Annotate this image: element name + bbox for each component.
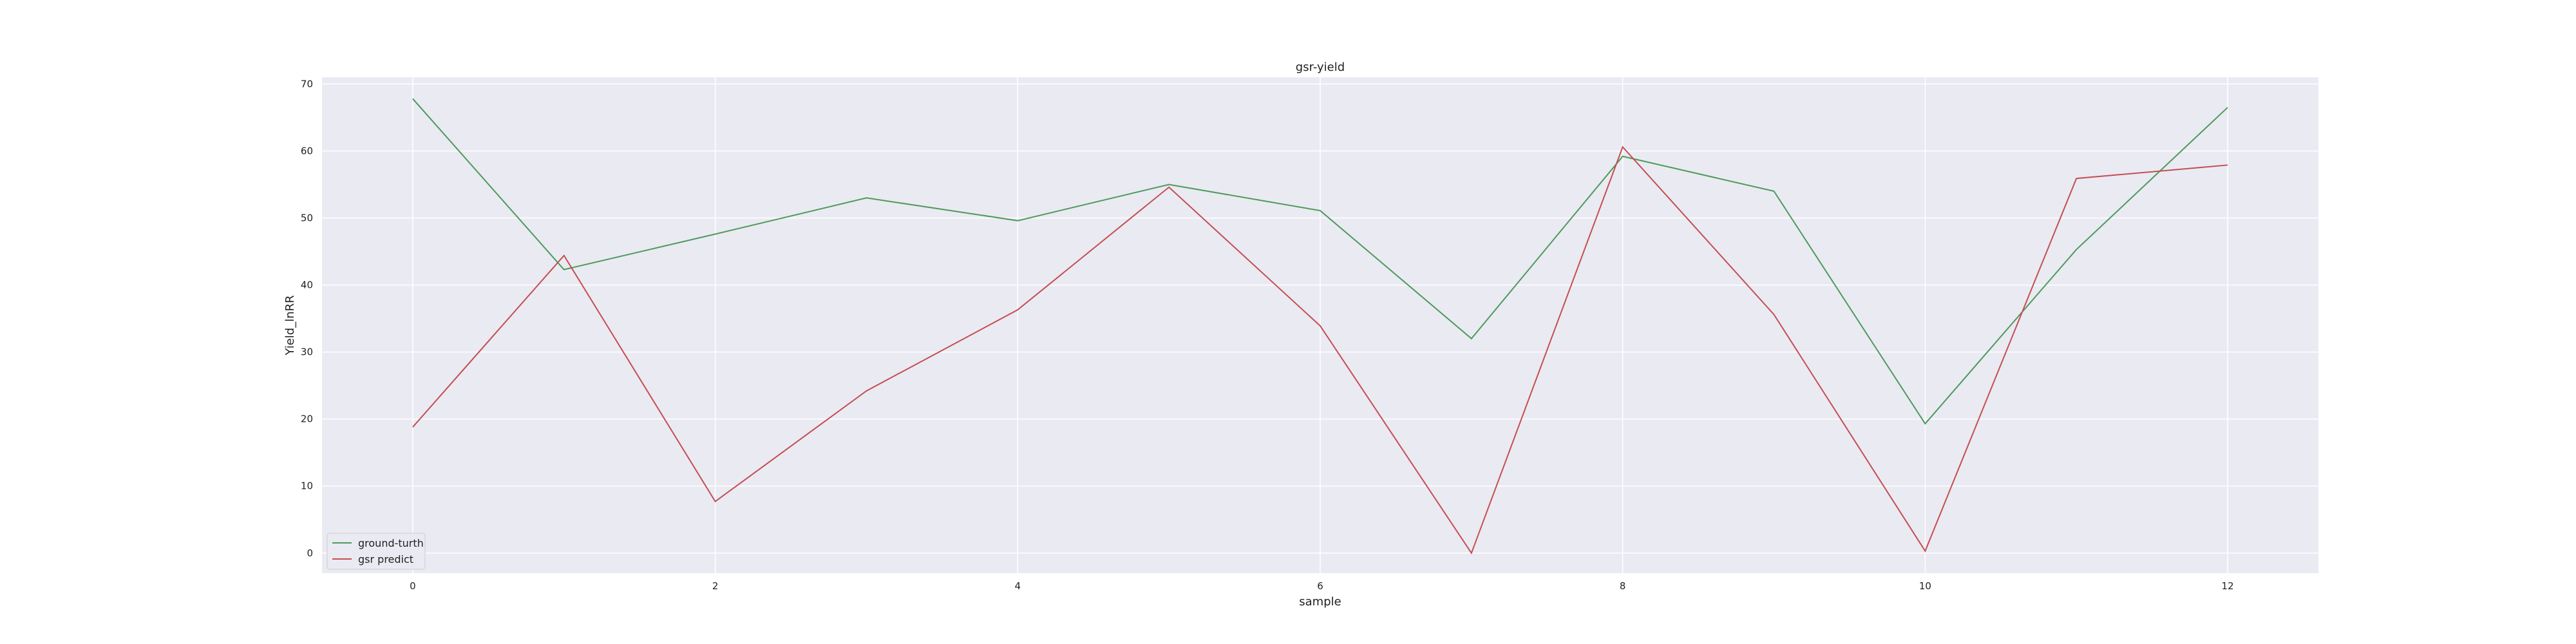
x-tick-label: 4 bbox=[1015, 580, 1021, 592]
x-tick-label: 12 bbox=[2222, 580, 2234, 592]
y-tick-label: 10 bbox=[301, 480, 313, 492]
y-tick-label: 70 bbox=[301, 78, 313, 90]
x-tick-label: 0 bbox=[410, 580, 416, 592]
series-line-ground-turth bbox=[412, 98, 2228, 425]
legend-label-gsr-predict: gsr predict bbox=[358, 553, 413, 565]
series-lines bbox=[412, 98, 2228, 554]
x-tick-label: 10 bbox=[1919, 580, 1931, 592]
x-axis-label: sample bbox=[1299, 595, 1341, 609]
grid-lines bbox=[322, 77, 2318, 573]
y-tick-labels: 0 10 20 30 40 50 60 70 bbox=[301, 78, 313, 558]
legend-label-ground-turth: ground-turth bbox=[358, 537, 424, 549]
x-tick-labels: 0 2 4 6 8 10 12 bbox=[410, 580, 2234, 592]
y-tick-label: 60 bbox=[301, 145, 313, 156]
y-tick-label: 30 bbox=[301, 346, 313, 358]
chart-title: gsr-yield bbox=[1296, 61, 1345, 74]
x-tick-label: 6 bbox=[1317, 580, 1323, 592]
y-tick-label: 0 bbox=[307, 547, 313, 559]
series-line-gsr-predict bbox=[412, 146, 2228, 554]
x-tick-label: 2 bbox=[712, 580, 719, 592]
y-tick-label: 40 bbox=[301, 279, 313, 291]
y-tick-label: 20 bbox=[301, 413, 313, 425]
legend: ground-turth gsr predict bbox=[327, 533, 426, 570]
y-tick-label: 50 bbox=[301, 213, 313, 224]
y-axis-label: Yield_lnRR bbox=[283, 295, 297, 355]
x-tick-label: 8 bbox=[1620, 580, 1626, 592]
